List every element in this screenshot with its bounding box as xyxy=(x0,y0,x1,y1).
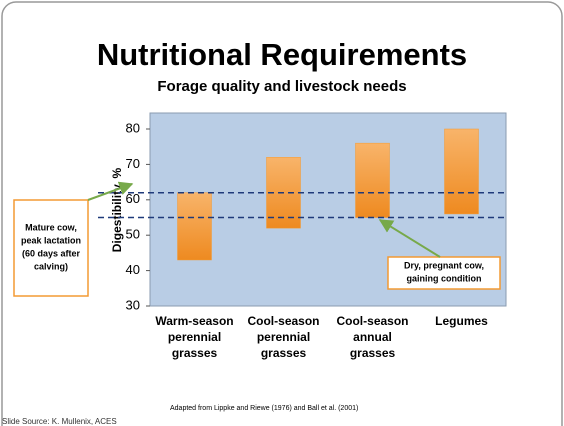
annotation: Dry, pregnant cow, gaining condition xyxy=(404,261,484,284)
x-tick-label: Cool-season perennial grasses xyxy=(247,314,319,360)
annotation-arrow xyxy=(378,219,441,258)
annotation-box xyxy=(13,199,89,297)
credit: Slide Source: K. Mullenix, ACES xyxy=(2,417,117,426)
annotation-arrow xyxy=(87,181,134,201)
range-bar xyxy=(177,192,212,261)
x-tick-label: Warm-season perennial grasses xyxy=(155,314,233,360)
source-note: Adapted from Lippke and Riewe (1976) and… xyxy=(170,405,358,412)
range-bar xyxy=(355,142,390,218)
y-tick-label: 30 xyxy=(126,297,140,312)
annotation-box xyxy=(387,256,501,290)
annotation: Mature cow, peak lactation (60 days after c… xyxy=(21,223,81,272)
y-tick-label: 70 xyxy=(126,156,140,171)
x-tick-label: Cool-season annual grasses xyxy=(336,314,408,360)
y-tick-label: 80 xyxy=(126,120,140,135)
title: Nutritional Requirements xyxy=(97,37,467,72)
y-tick-label: 50 xyxy=(126,227,140,242)
x-tick-label: Legumes xyxy=(435,314,488,328)
y-tick-label: 40 xyxy=(126,262,140,277)
range-bar xyxy=(444,128,479,215)
y-axis-label: Digestibility, % xyxy=(110,167,124,252)
y-tick-label: 60 xyxy=(126,191,140,206)
subtitle: Forage quality and livestock needs xyxy=(157,78,406,95)
